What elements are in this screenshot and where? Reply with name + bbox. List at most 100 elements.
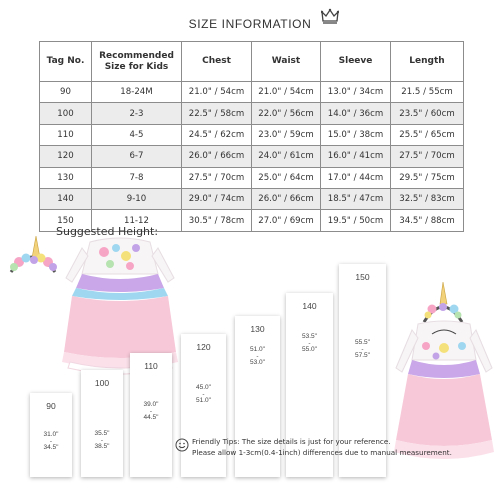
height-step-tag: 140 — [302, 301, 317, 311]
cell-length: 25.5" / 65cm — [390, 123, 464, 147]
height-step-tag: 100 — [94, 378, 110, 388]
table-row: 140 9-10 29.0" / 74cm 26.0" / 66cm 18.5" / 4… — [39, 187, 464, 211]
height-step-range: 39.0" - 44.5" — [130, 401, 172, 422]
header-length: Length — [390, 41, 464, 82]
cell-chest: 24.5" / 62cm — [181, 123, 252, 147]
cell-tag: 150 — [39, 209, 92, 232]
table-row: 150 11-12 30.5" / 78cm 27.0" / 69cm 19.5" / … — [39, 209, 464, 232]
cell-size: 4-5 — [91, 123, 182, 147]
height-range-to: 55.0" — [302, 346, 317, 353]
cell-chest: 29.0" / 74cm — [181, 187, 252, 211]
cell-tag: 110 — [39, 123, 92, 147]
range-dash: - — [202, 391, 205, 398]
range-dash: - — [49, 438, 53, 445]
cell-waist: 24.0" / 61cm — [251, 145, 321, 168]
height-step-100: 100 35.5" - 38.5" — [81, 370, 123, 477]
height-range-from: 35.5" — [94, 430, 110, 437]
cell-size: 11-12 — [91, 209, 182, 232]
cell-sleeve: 14.0" / 36cm — [320, 102, 391, 125]
tips-line-1: Friendly Tips: The size details is just … — [192, 437, 391, 446]
cell-length: 23.5" / 60cm — [390, 102, 464, 125]
cell-length: 32.5" / 83cm — [390, 187, 464, 211]
cell-waist: 25.0" / 64cm — [251, 166, 321, 189]
suggested-height-title: Suggested Height: — [56, 225, 159, 238]
table-row: 100 2-3 22.5" / 58cm 22.0" / 56cm 14.0" / 36… — [39, 102, 464, 125]
smiley-icon — [175, 438, 189, 452]
page-title: SIZE INFORMATION — [188, 17, 312, 31]
cell-tag: 140 — [39, 187, 92, 211]
header-chest: Chest — [181, 41, 252, 82]
cell-waist: 26.0" / 66cm — [251, 187, 321, 211]
crown-icon — [321, 8, 339, 24]
height-step-120: 120 45.0" - 51.0" — [181, 334, 226, 477]
height-range-to: 57.5" — [355, 352, 370, 359]
height-step-range: 35.5" - 38.5" — [81, 430, 123, 451]
height-range-to: 44.5" — [143, 414, 159, 421]
cell-sleeve: 15.0" / 38cm — [320, 123, 391, 147]
cell-length: 29.5" / 75cm — [390, 166, 464, 189]
range-dash: - — [100, 437, 104, 444]
cell-sleeve: 16.0" / 41cm — [320, 145, 391, 168]
table-row: 130 7-8 27.5" / 70cm 25.0" / 64cm 17.0" / 44… — [39, 166, 464, 189]
range-dash: - — [361, 346, 364, 353]
cell-length: 21.5 / 55cm — [390, 80, 464, 104]
height-step-90: 90 31.0" - 34.5" — [30, 393, 72, 477]
cell-waist: 27.0" / 69cm — [251, 209, 321, 232]
header-sleeve: Sleeve — [320, 41, 391, 82]
cell-tag: 90 — [39, 80, 92, 104]
cell-waist: 23.0" / 59cm — [251, 123, 321, 147]
cell-tag: 100 — [39, 102, 92, 125]
height-range-from: 45.0" — [196, 384, 211, 391]
height-step-range: 31.0" - 34.5" — [30, 431, 72, 452]
height-step-range: 45.0" - 51.0" — [181, 384, 226, 405]
table-header-row: Tag No. Recommended Size for Kids Chest … — [39, 41, 464, 82]
height-step-tag: 150 — [355, 272, 370, 282]
height-step-range: 53.5" - 55.0" — [286, 333, 333, 354]
cell-chest: 22.5" / 58cm — [181, 102, 252, 125]
cell-length: 34.5" / 88cm — [390, 209, 464, 232]
cell-chest: 27.5" / 70cm — [181, 166, 252, 189]
height-step-tag: 90 — [46, 401, 56, 411]
height-step-tag: 110 — [144, 361, 158, 371]
range-dash: - — [308, 340, 311, 347]
cell-tag: 120 — [39, 145, 92, 168]
dress-right-image — [394, 320, 494, 459]
height-range-to: 51.0" — [196, 397, 211, 404]
cell-size: 2-3 — [91, 102, 182, 125]
height-range-from: 39.0" — [143, 401, 159, 408]
range-dash: - — [256, 353, 259, 360]
height-range-to: 34.5" — [43, 444, 59, 451]
cell-length: 27.5" / 70cm — [390, 145, 464, 168]
height-range-from: 55.5" — [355, 339, 370, 346]
height-step-tag: 120 — [196, 342, 211, 352]
height-step-range: 51.0" - 53.0" — [235, 346, 280, 367]
height-step-range: 55.5" - 57.5" — [339, 339, 386, 360]
cell-waist: 22.0" / 56cm — [251, 102, 321, 125]
friendly-tips: Friendly Tips: The size details is just … — [175, 437, 452, 458]
cell-tag: 130 — [39, 166, 92, 189]
height-step-110: 110 39.0" - 44.5" — [130, 353, 172, 477]
cell-chest: 21.0" / 54cm — [181, 80, 252, 104]
table-row: 110 4-5 24.5" / 62cm 23.0" / 59cm 15.0" / 38… — [39, 123, 464, 147]
height-range-to: 38.5" — [94, 443, 110, 450]
cell-size: 9-10 — [91, 187, 182, 211]
cell-sleeve: 13.0" / 34cm — [320, 80, 391, 104]
cell-sleeve: 18.5" / 47cm — [320, 187, 391, 211]
header-tag: Tag No. — [39, 41, 92, 82]
height-step-150: 150 55.5" - 57.5" — [339, 264, 386, 477]
size-table: Tag No. Recommended Size for Kids Chest … — [39, 41, 464, 232]
cell-size: 6-7 — [91, 145, 182, 168]
height-range-from: 31.0" — [43, 431, 59, 438]
height-step-tag: 130 — [250, 324, 265, 334]
height-step-140: 140 53.5" - 55.0" — [286, 293, 333, 477]
height-range-to: 53.0" — [250, 359, 265, 366]
headband-right-image — [422, 282, 464, 323]
cell-size: 18-24M — [91, 80, 182, 104]
cell-waist: 21.0" / 54cm — [251, 80, 321, 104]
tips-line-2: Please allow 1-3cm(0.4-1inch) difference… — [192, 447, 452, 457]
cell-chest: 30.5" / 78cm — [181, 209, 252, 232]
cell-sleeve: 19.5" / 50cm — [320, 209, 391, 232]
table-row: 120 6-7 26.0" / 66cm 24.0" / 61cm 16.0" / 41… — [39, 145, 464, 168]
cell-size: 7-8 — [91, 166, 182, 189]
height-range-from: 53.5" — [302, 333, 317, 340]
